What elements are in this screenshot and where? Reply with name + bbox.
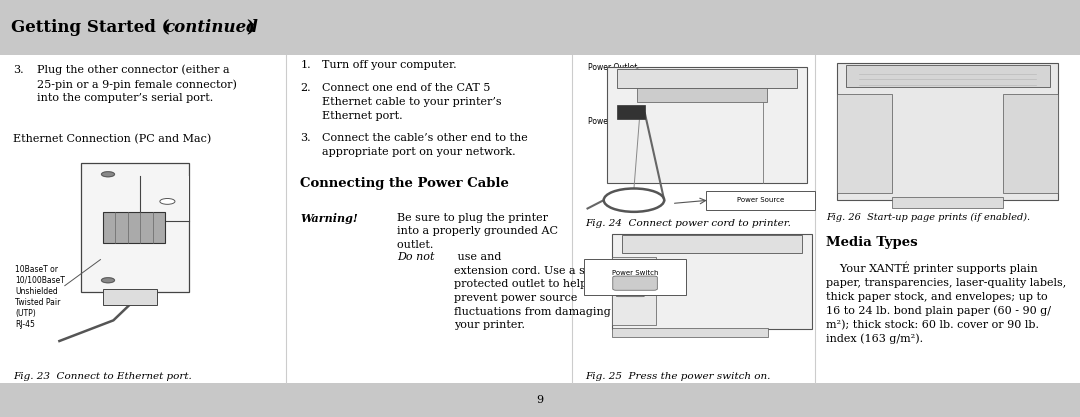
FancyBboxPatch shape: [584, 259, 686, 295]
Text: Power Switch: Power Switch: [611, 270, 659, 276]
FancyBboxPatch shape: [0, 0, 1080, 55]
Text: Connect one end of the CAT 5
Ethernet cable to your printer’s
Ethernet port.: Connect one end of the CAT 5 Ethernet ca…: [322, 83, 501, 121]
FancyBboxPatch shape: [612, 234, 812, 329]
FancyBboxPatch shape: [607, 67, 807, 183]
Text: Plug the other connector (either a
25-pin or a 9-pin female connector)
into the : Plug the other connector (either a 25-pi…: [37, 65, 237, 103]
Text: use and
extension cord. Use a surge
protected outlet to help
prevent power sourc: use and extension cord. Use a surge prot…: [454, 252, 610, 330]
Text: 2.: 2.: [300, 83, 311, 93]
Text: 1.: 1.: [300, 60, 311, 70]
FancyBboxPatch shape: [706, 191, 815, 210]
FancyBboxPatch shape: [846, 65, 1050, 87]
FancyBboxPatch shape: [612, 276, 658, 290]
FancyBboxPatch shape: [0, 383, 1080, 417]
FancyBboxPatch shape: [612, 258, 657, 324]
FancyBboxPatch shape: [0, 55, 1080, 383]
Circle shape: [160, 198, 175, 204]
FancyBboxPatch shape: [103, 212, 165, 243]
Text: 10BaseT or
10/100BaseT
Unshielded
Twisted Pair
(UTP)
RJ-45: 10BaseT or 10/100BaseT Unshielded Twiste…: [15, 265, 65, 329]
Text: Power Outlet: Power Outlet: [588, 63, 637, 72]
Text: 3.: 3.: [300, 133, 311, 143]
FancyBboxPatch shape: [617, 284, 645, 297]
Text: 3.: 3.: [13, 65, 24, 75]
Text: Power Cord: Power Cord: [588, 117, 631, 126]
FancyBboxPatch shape: [103, 289, 157, 305]
Text: Do not: Do not: [397, 252, 435, 262]
FancyBboxPatch shape: [612, 327, 768, 337]
Text: Connecting the Power Cable: Connecting the Power Cable: [300, 177, 509, 190]
Text: continued: continued: [164, 19, 258, 36]
Text: Fig. 24  Connect power cord to printer.: Fig. 24 Connect power cord to printer.: [585, 219, 792, 228]
Text: Your XANTÉ printer supports plain
paper, transparencies, laser-quality labels,
t: Your XANTÉ printer supports plain paper,…: [826, 262, 1066, 344]
FancyBboxPatch shape: [81, 163, 189, 292]
Text: Fig. 26  Start-up page prints (if enabled).: Fig. 26 Start-up page prints (if enabled…: [826, 213, 1030, 222]
Text: 9: 9: [537, 395, 543, 405]
Text: Getting Started (: Getting Started (: [11, 19, 170, 36]
FancyBboxPatch shape: [637, 88, 767, 102]
Text: Warning!: Warning!: [300, 213, 357, 224]
Text: Fig. 23  Connect to Ethernet port.: Fig. 23 Connect to Ethernet port.: [13, 372, 192, 381]
FancyBboxPatch shape: [837, 94, 892, 193]
FancyBboxPatch shape: [1003, 94, 1058, 193]
Circle shape: [102, 278, 114, 283]
Text: Fig. 25  Press the power switch on.: Fig. 25 Press the power switch on.: [585, 372, 771, 381]
Text: Ethernet Connection (PC and Mac): Ethernet Connection (PC and Mac): [13, 133, 212, 144]
FancyBboxPatch shape: [617, 105, 645, 119]
Text: ): ): [246, 19, 254, 36]
Text: Turn off your computer.: Turn off your computer.: [322, 60, 457, 70]
Circle shape: [102, 172, 114, 177]
Text: Media Types: Media Types: [826, 236, 918, 249]
Text: Be sure to plug the printer
into a properly grounded AC
outlet.: Be sure to plug the printer into a prope…: [397, 213, 558, 250]
Text: Connect the cable’s other end to the
appropriate port on your network.: Connect the cable’s other end to the app…: [322, 133, 528, 157]
Text: Power Source: Power Source: [738, 197, 784, 203]
FancyBboxPatch shape: [892, 197, 1003, 208]
FancyBboxPatch shape: [140, 176, 189, 221]
FancyBboxPatch shape: [617, 69, 797, 88]
FancyBboxPatch shape: [622, 236, 802, 253]
FancyBboxPatch shape: [837, 63, 1058, 200]
